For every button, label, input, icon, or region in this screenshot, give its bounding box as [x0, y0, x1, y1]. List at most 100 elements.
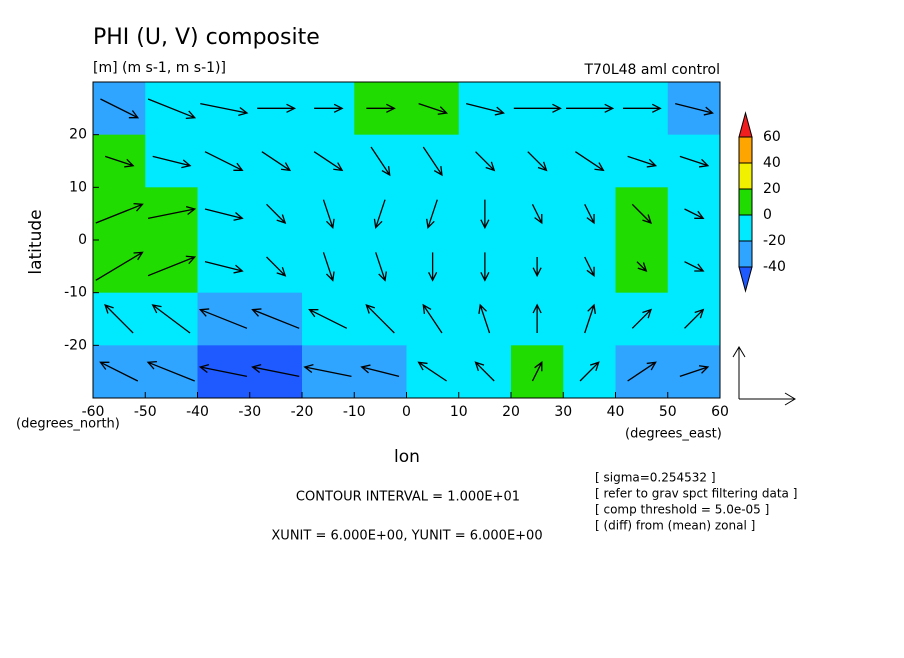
wind-vector — [95, 251, 144, 281]
wind-vector — [146, 360, 195, 382]
x-tick-label: 60 — [711, 404, 729, 420]
wind-vector — [266, 256, 287, 277]
wind-vector — [366, 103, 396, 113]
wind-vector — [631, 308, 652, 329]
wind-vector — [313, 151, 344, 172]
wind-vector — [466, 103, 505, 116]
colorbar-segment — [738, 162, 753, 190]
colorbar-segment — [738, 136, 753, 164]
x-tick-label: 20 — [502, 404, 520, 420]
wind-vector — [480, 199, 490, 230]
note: [ refer to grav spct filtering data ] — [595, 487, 797, 501]
wind-vector — [622, 103, 662, 113]
x-tick-label: -10 — [343, 404, 366, 420]
reference-arrow-v — [732, 346, 746, 399]
wind-vector — [251, 364, 300, 377]
colorbar-segment — [738, 214, 753, 242]
wind-vector — [475, 151, 496, 172]
wind-vector — [373, 199, 386, 230]
y-unit-label: (degrees_north) — [16, 417, 120, 432]
field — [93, 82, 721, 399]
wind-vector — [426, 199, 438, 230]
wind-vector — [428, 252, 438, 282]
wind-vector — [684, 308, 705, 329]
wind-vector — [95, 202, 144, 224]
wind-vector — [365, 303, 395, 334]
note: [ (diff) from (mean) zonal ] — [595, 519, 755, 533]
y-tick-label: -20 — [64, 337, 87, 353]
x-tick-label: 40 — [607, 404, 625, 420]
wind-vector — [198, 364, 248, 377]
x-tick-label: -30 — [238, 404, 261, 420]
contour-interval: CONTOUR INTERVAL = 1.000E+01 — [296, 490, 520, 505]
wind-vector — [422, 303, 443, 334]
wind-vector — [531, 204, 543, 225]
wind-vector — [579, 361, 600, 382]
wind-vector — [151, 304, 191, 334]
wind-vector — [584, 303, 596, 334]
y-axis-title: latitude — [26, 209, 46, 274]
chart-title: PHI (U, V) composite — [93, 25, 320, 50]
run-label: T70L48 aml control — [583, 62, 720, 78]
wind-vector — [531, 361, 543, 382]
colorbar-label: 0 — [763, 207, 772, 223]
wind-vector — [679, 365, 710, 377]
wind-vector — [478, 303, 491, 334]
wind-vector — [513, 103, 562, 113]
wind-vector — [675, 103, 714, 116]
wind-vector — [204, 208, 244, 221]
wind-vector — [147, 206, 197, 219]
colorbar-label: 60 — [763, 129, 781, 145]
wind-vector — [474, 361, 495, 382]
wind-vector — [147, 255, 197, 277]
wind-vector — [631, 203, 652, 225]
x-tick-label: -60 — [82, 404, 105, 420]
colorbar-segment — [738, 188, 753, 216]
wind-vector — [417, 361, 447, 382]
colorbar-label: -20 — [763, 233, 786, 249]
colorbar-label: 40 — [763, 155, 781, 171]
wind-vector — [370, 146, 391, 177]
wind-vector — [684, 208, 705, 219]
wind-vector — [200, 103, 249, 116]
colorbar-segment — [738, 240, 753, 268]
wind-vector — [198, 308, 248, 329]
wind-vector — [152, 155, 192, 169]
wind-vector — [584, 256, 595, 277]
wind-vector — [204, 261, 244, 274]
wind-vector — [375, 252, 387, 282]
x-tick-label: -20 — [291, 404, 314, 420]
wind-vector — [360, 364, 400, 377]
wind-vector — [684, 261, 705, 272]
x-tick-label: 10 — [450, 404, 468, 420]
wind-vector — [322, 252, 335, 282]
x-tick-label: 30 — [554, 404, 572, 420]
wind-vector — [303, 364, 352, 377]
y-tick-label: 10 — [69, 179, 87, 195]
wind-vector — [322, 199, 335, 230]
wind-vector — [261, 151, 292, 172]
colorbar-label: 20 — [763, 181, 781, 197]
units-note: XUNIT = 6.000E+00, YUNIT = 6.000E+00 — [271, 529, 542, 544]
reference-arrow-u — [739, 392, 796, 406]
wind-vector — [679, 155, 710, 168]
wind-vector — [104, 155, 135, 168]
note: [ comp threshold = 5.0e-05 ] — [595, 503, 769, 517]
wind-vector — [480, 252, 490, 282]
wind-vector — [257, 103, 296, 113]
wind-vector — [532, 257, 542, 278]
wind-vector — [308, 309, 348, 329]
y-tick-label: 0 — [78, 232, 87, 248]
wind-vector — [627, 155, 658, 168]
wind-vector — [104, 303, 134, 334]
x-tick-label: -50 — [134, 404, 157, 420]
wind-vector — [204, 151, 244, 171]
wind-vector — [566, 103, 615, 113]
wind-vector — [636, 261, 648, 273]
wind-vector — [251, 308, 300, 329]
x-tick-label: 50 — [659, 404, 677, 420]
wind-vector — [575, 151, 605, 172]
colorbar-tri — [738, 266, 753, 293]
x-tick-label: 0 — [402, 404, 411, 420]
